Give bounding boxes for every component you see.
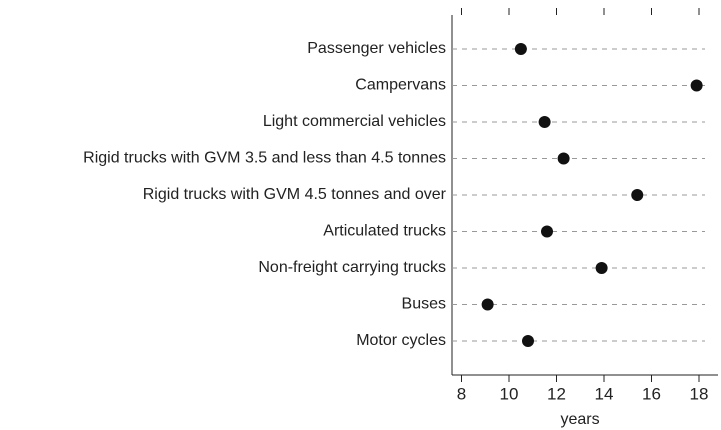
x-tick-label: 14 [595, 384, 614, 403]
dot [595, 262, 608, 274]
dot [481, 298, 494, 311]
y-tick-label: Non-freight carrying trucks [258, 259, 446, 276]
dot [541, 225, 553, 238]
x-tick-label: 12 [547, 384, 566, 403]
y-tick-label: Buses [402, 296, 446, 313]
dot [690, 79, 703, 92]
y-tick-label: Rigid trucks with GVM 3.5 and less than … [83, 150, 446, 167]
y-tick-label: Light commercial vehicles [263, 113, 446, 130]
x-tick-label: 18 [690, 384, 709, 403]
dot [557, 152, 570, 165]
x-tick-label: 8 [457, 384, 466, 403]
x-tick-label: 16 [642, 384, 661, 403]
y-tick-label: Passenger vehicles [307, 40, 446, 57]
dot [514, 43, 527, 55]
dot [631, 189, 644, 201]
y-tick-label: Campervans [355, 77, 446, 94]
y-tick-label: Articulated trucks [323, 223, 446, 240]
x-tick-label: 10 [500, 384, 519, 403]
dot [522, 335, 534, 347]
x-axis-label: years [560, 411, 599, 428]
y-tick-label: Motor cycles [356, 332, 446, 349]
y-tick-label: Rigid trucks with GVM 4.5 tonnes and ove… [143, 186, 447, 203]
dot [538, 116, 551, 128]
